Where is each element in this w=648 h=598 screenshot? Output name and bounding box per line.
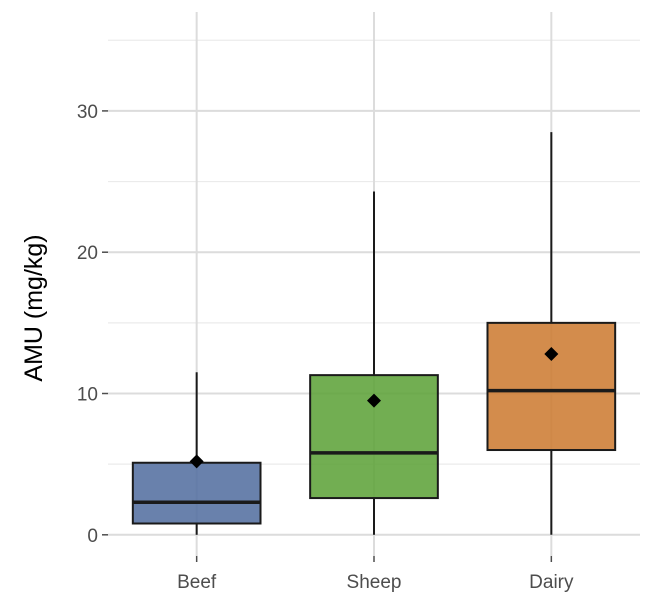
mean-marker-beef (189, 454, 204, 469)
box-sheep (309, 191, 439, 535)
y-tick-label: 30 (77, 102, 98, 123)
y-axis-title: AMU (mg/kg) (20, 234, 48, 381)
box-dairy (486, 132, 617, 535)
box-layer (131, 132, 617, 535)
box-beef (131, 372, 262, 535)
y-tick-label: 0 (87, 526, 98, 547)
x-tick-label-beef: Beef (177, 572, 217, 593)
mean-marker-dairy (544, 346, 559, 361)
axis-layer: 0 10 20 30 Beef Sheep Dairy (77, 102, 574, 593)
x-tick-label-sheep: Sheep (347, 572, 402, 593)
x-tick-label-dairy: Dairy (529, 572, 574, 593)
y-tick-label: 20 (77, 243, 98, 264)
iqr-box-beef (131, 461, 262, 525)
mean-marker-sheep (367, 393, 381, 408)
y-tick-label: 10 (77, 385, 98, 406)
iqr-box-dairy (486, 321, 617, 452)
